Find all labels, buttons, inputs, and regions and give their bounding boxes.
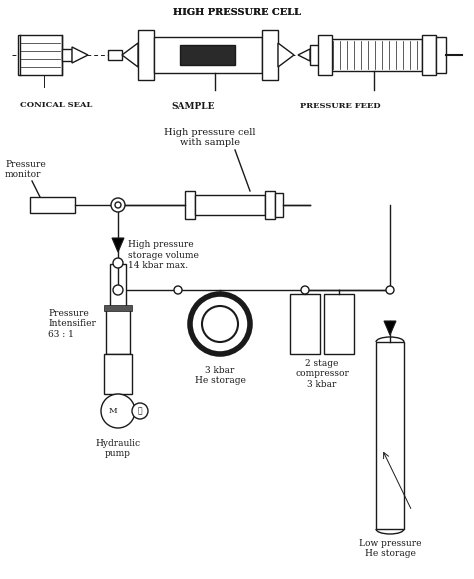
Text: 3 kbar
He storage: 3 kbar He storage <box>194 366 246 386</box>
Bar <box>180 45 235 65</box>
Bar <box>110 264 126 309</box>
Text: High pressure cell
with sample: High pressure cell with sample <box>164 127 256 147</box>
Polygon shape <box>112 238 124 252</box>
Bar <box>290 294 320 354</box>
Text: Ⓜ: Ⓜ <box>137 407 142 415</box>
Bar <box>422 35 436 75</box>
Bar <box>310 45 322 65</box>
Polygon shape <box>384 321 396 335</box>
Bar <box>324 294 354 354</box>
Circle shape <box>132 403 148 419</box>
Bar <box>106 309 130 354</box>
Text: Low pressure
He storage: Low pressure He storage <box>359 539 421 558</box>
Text: Hydraulic
pump: Hydraulic pump <box>95 439 141 459</box>
Polygon shape <box>298 49 310 61</box>
Polygon shape <box>278 43 294 67</box>
Text: PRESSURE FEED: PRESSURE FEED <box>300 102 380 110</box>
Bar <box>62 49 72 61</box>
Circle shape <box>202 306 238 342</box>
Circle shape <box>301 286 309 294</box>
Bar <box>322 39 422 71</box>
Bar <box>195 195 265 215</box>
Bar <box>108 50 122 60</box>
Text: 2 stage
compressor
3 kbar: 2 stage compressor 3 kbar <box>295 359 349 389</box>
Text: HIGH PRESSURE CELL: HIGH PRESSURE CELL <box>173 8 301 17</box>
Bar <box>30 197 75 213</box>
Bar <box>436 37 446 73</box>
Bar <box>265 191 275 219</box>
Circle shape <box>113 258 123 268</box>
Bar <box>138 30 154 80</box>
Text: HIGH PRESSURE CELL: HIGH PRESSURE CELL <box>173 8 301 17</box>
Bar <box>185 191 195 219</box>
Text: CONICAL SEAL: CONICAL SEAL <box>20 101 92 109</box>
Bar <box>275 193 283 217</box>
Circle shape <box>113 285 123 295</box>
Text: SAMPLE: SAMPLE <box>171 102 215 111</box>
Text: Pressure
monitor: Pressure monitor <box>5 160 46 179</box>
Circle shape <box>386 286 394 294</box>
Bar <box>318 35 332 75</box>
Polygon shape <box>122 43 138 67</box>
Text: High pressure
storage volume
14 kbar max.: High pressure storage volume 14 kbar max… <box>128 240 199 270</box>
Circle shape <box>111 198 125 212</box>
Bar <box>104 305 132 311</box>
Circle shape <box>115 202 121 208</box>
Bar <box>154 37 262 73</box>
Bar <box>262 30 278 80</box>
Text: Pressure
Intensifier
63 : 1: Pressure Intensifier 63 : 1 <box>48 309 96 339</box>
Circle shape <box>101 394 135 428</box>
Bar <box>18 35 62 75</box>
Circle shape <box>174 286 182 294</box>
Polygon shape <box>72 47 88 63</box>
Bar <box>376 342 404 529</box>
Text: M: M <box>109 407 117 415</box>
Bar <box>104 354 132 394</box>
